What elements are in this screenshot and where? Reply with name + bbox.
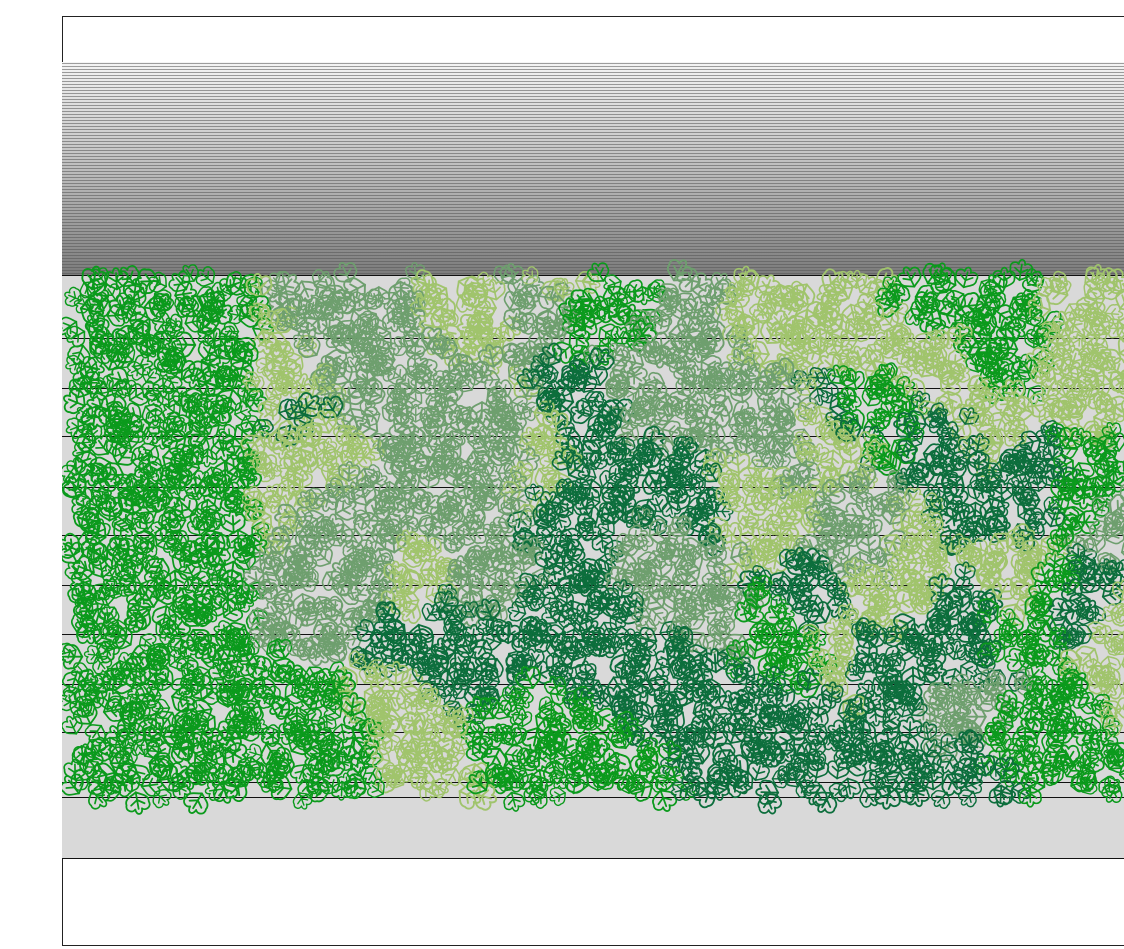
stripes xyxy=(62,62,1124,275)
content xyxy=(62,62,1124,859)
